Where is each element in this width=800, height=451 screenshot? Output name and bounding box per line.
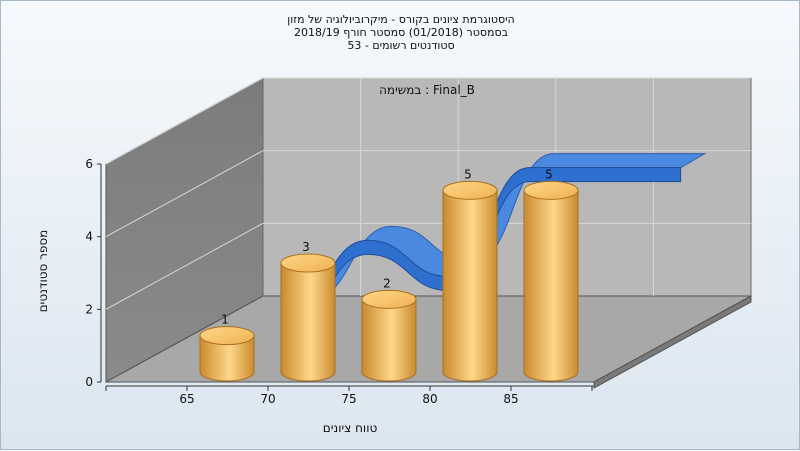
bar-top-75 [361,289,417,309]
y-tick-label-0: 0 [85,375,93,389]
data-label-65: 1 [221,313,229,327]
bar-70 [280,262,336,382]
gridline-side-4 [105,150,264,238]
x-tick-label-80: 80 [422,392,437,406]
bar-top-85 [523,180,579,200]
bar-65 [199,335,255,382]
gridline-side-6 [105,77,264,165]
x-tick-label-65: 65 [179,392,194,406]
x-tick-label-70: 70 [260,392,275,406]
data-label-85: 5 [545,167,553,181]
chart-title-line-3: סטודנטים רשומים - 53 [347,39,455,52]
bar-top-70 [280,253,336,273]
x-axis-title: טווח ציונים [323,421,378,435]
data-label-80: 5 [464,167,472,181]
bar-top-80 [442,180,498,200]
x-tick-label-85: 85 [503,392,518,406]
data-label-75: 2 [383,276,391,290]
data-label-70: 3 [302,240,310,254]
chart-title-line-2: בסמסטר (01/2018) סמסטר חורף 2018/19 [294,26,508,39]
y-axis-title: מספר סטודנטים [36,230,50,313]
bar-top-65 [199,326,255,346]
y-tick-label-2: 2 [85,302,93,316]
x-tick-label-75: 75 [341,392,356,406]
task-annotation: במשימה : Final_B [379,83,475,97]
bar-85 [523,189,579,382]
gridline-side-2 [105,222,264,310]
bar-80 [442,189,498,382]
y-tick-label-6: 6 [85,157,93,171]
bar-75 [361,298,417,382]
y-tick-label-4: 4 [85,230,93,244]
chart-title-line-1: היסטוגרמת ציונים בקורס - מיקרוביולוגיה ש… [287,13,515,26]
